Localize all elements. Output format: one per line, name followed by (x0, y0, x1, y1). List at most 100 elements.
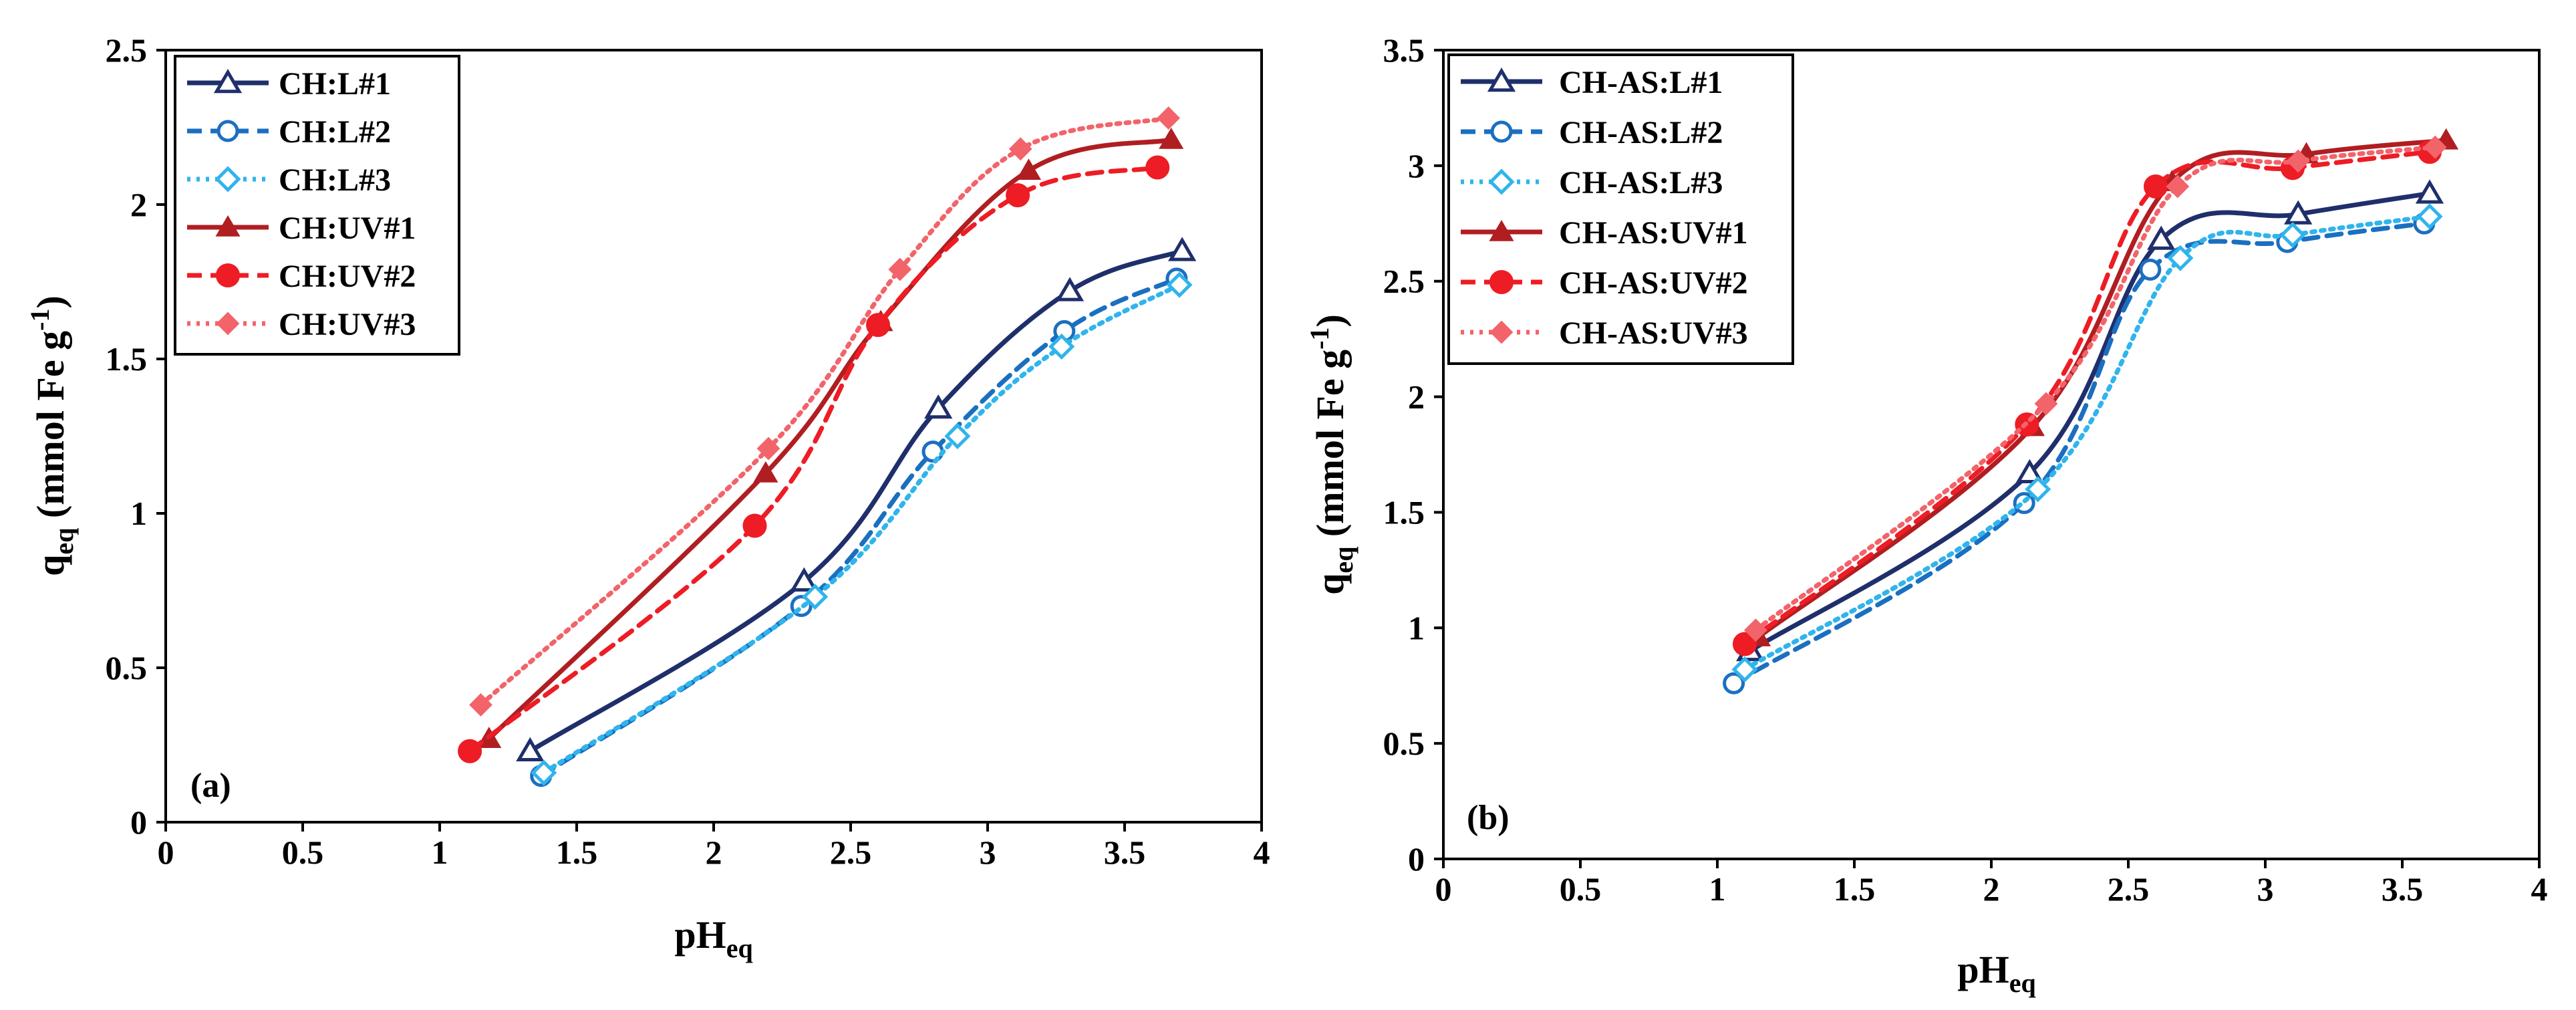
chart-b-legend-entries: CH-AS:L#1 CH-AS:L#2 CH-AS:L#3 CH-AS:UV#1 CH-… (1461, 65, 1748, 351)
data-point-5-5 (1145, 155, 1170, 180)
data-point-6-5 (2423, 135, 2447, 159)
series-line-2 (1731, 221, 2427, 686)
chart-a-x-axis-label: pHeq (674, 913, 752, 963)
y-tick-label: 0 (1408, 840, 1425, 878)
data-point-3-4 (1048, 333, 1075, 360)
legend-label-6: CH-AS:UV#3 (1559, 315, 1748, 351)
chart-b-yticks: 0 0.5 1 1.5 2 2.5 3 3.5 (1383, 31, 1443, 878)
series-line-1 (527, 248, 1185, 754)
x-tick-label: 3.5 (1104, 834, 1146, 871)
chart-b-legend-box (1447, 53, 1794, 365)
data-point-5-2 (742, 513, 767, 538)
y-tick-label: 2.5 (106, 31, 148, 69)
data-point-4-2 (753, 461, 778, 483)
legend-marker-3 (1488, 168, 1515, 195)
legend-marker-1 (213, 69, 243, 94)
legend-label-4: CH:UV#1 (279, 211, 416, 246)
legend-marker-2 (217, 120, 239, 142)
x-tick-label: 0.5 (1560, 870, 1602, 908)
x-tick-label: 4 (1254, 834, 1270, 871)
chart-a-yticks: 0 0.5 1 1.5 2 2.5 (106, 31, 166, 841)
data-point-3-4 (2279, 222, 2306, 249)
y-tick-label: 1 (1408, 609, 1425, 646)
x-tick-label: 2 (1983, 870, 2000, 908)
data-point-5-1 (1733, 632, 1757, 656)
data-point-1-2 (790, 567, 819, 592)
chart-b-marks (1723, 128, 2459, 695)
data-point-5-3 (2144, 174, 2168, 199)
series-line-3 (541, 282, 1182, 775)
x-tick-label: 1 (432, 834, 448, 871)
legend-label-6: CH:UV#3 (279, 307, 416, 342)
data-point-3-2 (2025, 476, 2051, 503)
chart-b-legend: CH-AS:L#1 CH-AS:L#2 CH-AS:L#3 CH-AS:UV#1 CH-… (1447, 53, 1794, 365)
data-point-2-3 (2139, 258, 2162, 281)
chart-a-panel-label: (a) (190, 767, 231, 805)
data-point-5-1 (458, 739, 482, 763)
y-tick-label: 3 (1408, 147, 1425, 184)
legend-label-3: CH:L#3 (279, 162, 391, 198)
chart-b: 0 0.5 1 1.5 2 2.5 3 3.5 4 0 0.5 1 1.5 2 2.5 3 3.5 (b) p… (1304, 31, 2548, 998)
y-tick-label: 2.5 (1383, 263, 1425, 300)
data-point-4-5 (1159, 127, 1184, 149)
x-tick-label: 4 (2531, 870, 2548, 908)
x-tick-label: 3 (980, 834, 996, 871)
chart-a-legend: CH:L#1 CH:L#2 CH:L#3 CH:UV#1 CH:UV#2 CH:UV#3 (174, 55, 460, 356)
data-point-3-3 (944, 422, 971, 450)
y-tick-label: 1.5 (1383, 493, 1425, 531)
chart-a-legend-box (174, 55, 460, 356)
data-point-6-1 (1743, 618, 1767, 642)
x-tick-label: 1.5 (1834, 870, 1876, 908)
x-tick-label: 3 (2257, 870, 2274, 908)
legend-marker-3 (214, 166, 241, 193)
x-tick-label: 1.5 (556, 834, 598, 871)
data-point-6-5 (1157, 106, 1181, 130)
legend-label-4: CH-AS:UV#1 (1559, 215, 1748, 251)
legend-label-2: CH-AS:L#2 (1559, 115, 1723, 150)
data-point-3-1 (531, 759, 557, 786)
chart-b-y-axis-label: qeq (mmol Fe g-1) (1304, 314, 1358, 595)
data-point-3-5 (2416, 203, 2443, 230)
legend-marker-2 (1490, 120, 1513, 143)
data-point-5-4 (1006, 183, 1030, 208)
legend-label-5: CH:UV#2 (279, 259, 416, 294)
x-tick-label: 2.5 (830, 834, 872, 871)
series-line-3 (1742, 214, 2432, 672)
legend-marker-4 (215, 215, 241, 237)
chart-a-xticks: 0 0.5 1 1.5 2 2.5 3 3.5 4 (158, 822, 1270, 871)
chart-b-panel-label: (b) (1467, 799, 1510, 837)
legend-marker-6 (216, 311, 240, 336)
x-tick-label: 0 (158, 834, 174, 871)
x-tick-label: 3.5 (2382, 870, 2424, 908)
data-point-3-1 (1731, 656, 1758, 683)
data-point-1-4 (1055, 277, 1085, 301)
y-tick-label: 3.5 (1383, 31, 1425, 69)
series-line-6 (478, 116, 1171, 707)
data-point-3-5 (1166, 271, 1193, 298)
data-point-6-1 (469, 693, 492, 717)
x-tick-label: 2.5 (2108, 870, 2150, 908)
legend-label-3: CH-AS:L#3 (1559, 165, 1723, 201)
series-line-5 (467, 165, 1160, 754)
data-point-1-3 (924, 394, 953, 419)
chart-a-y-axis-label: qeq (mmol Fe g-1) (25, 295, 79, 576)
data-point-1-2 (2015, 459, 2044, 483)
chart-a-marks (458, 106, 1197, 787)
series-line-1 (1747, 191, 2432, 654)
series-line-4 (486, 137, 1174, 741)
series-line-5 (1742, 149, 2432, 646)
x-tick-label: 1 (1709, 870, 1726, 908)
y-tick-label: 0.5 (106, 649, 148, 686)
y-tick-label: 1 (130, 495, 147, 532)
chart-a: 0 0.5 1 1.5 2 2.5 3 3.5 4 00.511.522.5 (a) pHeq … (25, 31, 1270, 963)
legend-marker-5 (1489, 270, 1514, 294)
legend-label-2: CH:L#2 (279, 114, 391, 150)
data-point-2-1 (1723, 672, 1745, 695)
series-line-4 (1756, 138, 2449, 640)
chart-a-legend-entries: CH:L#1 CH:L#2 CH:L#3 CH:UV#1 CH:UV#2 CH:UV#3 (187, 66, 416, 342)
data-point-1-4 (2284, 200, 2313, 225)
data-point-6-2 (2034, 392, 2058, 416)
data-point-6-4 (1008, 137, 1032, 161)
y-tick-label: 2 (130, 186, 147, 223)
